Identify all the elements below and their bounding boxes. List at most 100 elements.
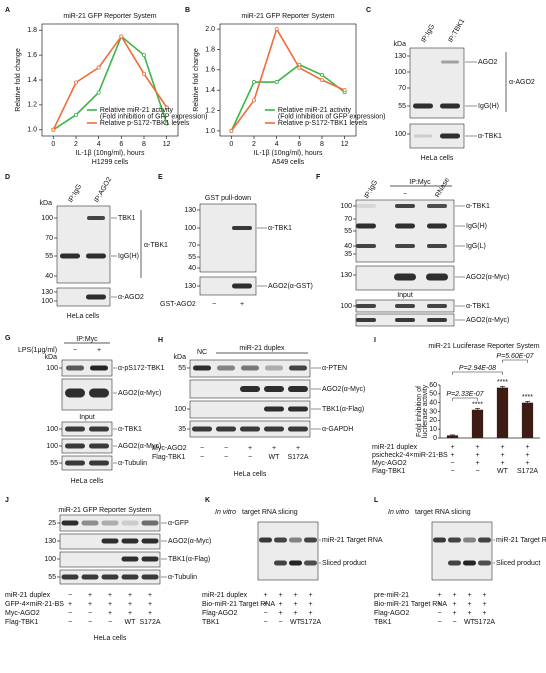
chart-title: miR-21 GFP Reporter System [241,13,334,20]
band [90,365,108,371]
y-tick-label: 1.6 [205,67,215,74]
condition-value: + [308,601,312,608]
x-tick-label: 12 [163,141,171,148]
marker-label: 100 [41,215,53,222]
condition-value: + [108,592,112,599]
band [193,365,211,371]
data-point [251,98,256,103]
condition-value: S172A [287,454,308,461]
condition-value: + [148,592,152,599]
y-tick-label: 50 [429,391,437,398]
y-tick-label: 1.4 [27,77,37,84]
band [448,537,461,543]
significance: **** [497,379,508,386]
band [89,460,109,466]
band [121,538,139,544]
condition-value: + [452,592,456,599]
blot [59,551,161,568]
condition-value: + [482,610,486,617]
condition-name: Myc-AGO2 [152,445,187,452]
condition-value: WT [497,468,509,475]
band [89,443,109,449]
condition-value: − [450,468,454,475]
panel-letter: F [316,174,321,181]
footer: HeLa cells [234,471,267,478]
footer: HeLa cells [67,313,100,320]
band [61,574,79,580]
blot-label: α-AGO2 [118,294,144,301]
condition-name: Flag-TBK1 [5,619,39,626]
y-tick-label: 1.2 [27,102,37,109]
band [478,560,491,566]
y-tick-label: 10 [429,426,437,433]
data-point [74,112,79,117]
condition-value: S172A [139,619,160,626]
x-tick-label: 0 [229,141,233,148]
marker-label: 130 [184,283,196,290]
condition-name: miR-21 duplex [5,592,51,599]
label: IP:TBK1 [447,18,466,44]
legend-note: (Fold inhibition of GFP expression) [278,113,386,120]
condition-value: − [452,619,456,626]
blot-label: IgG(L) [466,243,486,250]
band [289,537,302,543]
condition-value: − [437,619,441,626]
label: kDa [174,354,187,361]
blot-label: AGO2(α-GST) [268,283,313,290]
condition-value: S172A [517,468,538,475]
condition-value: − [68,610,72,617]
condition-value: + [475,444,479,451]
condition-name: Myc-AGO2 [5,610,40,617]
marker-label: 130 [41,289,53,296]
y-tick-label: 1.2 [205,107,215,114]
marker-label: 70 [398,85,406,92]
blot [431,521,493,581]
marker-label: 100 [184,225,196,232]
band [289,365,307,371]
band [288,406,308,412]
band [395,244,415,248]
label: IP:Myc [409,179,431,186]
x-tick-label: 8 [320,141,324,148]
band [141,556,159,562]
band [240,386,260,392]
condition-name: Myc-AGO2 [372,460,407,467]
panel-title: GST pull-down [205,195,251,202]
label: NC [197,349,207,356]
blot-label: α-TBK1 [466,203,490,210]
condition-value: + [467,592,471,599]
y-tick-label: 1.4 [205,87,215,94]
band [141,520,159,526]
marker-label: 100 [46,365,58,372]
x-tick-label: 6 [119,141,123,148]
panel-letter: K [205,497,210,504]
band [89,426,109,432]
band [101,520,119,526]
y-axis-label: luciferase activity [422,384,429,438]
condition-value: S172A [474,619,495,626]
y-tick-label: 2.0 [205,26,215,33]
marker-label: 100 [340,203,352,210]
condition-value: + [278,610,282,617]
marker-label: 100 [174,406,186,413]
marker-label: 100 [340,303,352,310]
band [394,273,416,281]
marker-label: 55 [344,228,352,235]
band [89,388,109,398]
condition-value: + [296,445,300,452]
band [216,426,236,432]
condition-value: + [108,610,112,617]
condition-value: + [263,601,267,608]
data-point [319,78,324,83]
band [121,520,139,526]
band [427,244,447,248]
blot-label: α-TBK1 [268,225,292,232]
condition-value: + [272,445,276,452]
condition-value: − [212,301,216,308]
condition-value: − [88,610,92,617]
condition-name: miR-21 duplex [372,444,418,451]
condition-value: − [200,445,204,452]
marker-label: 35 [344,251,352,258]
band [356,244,376,248]
data-point [251,80,256,85]
